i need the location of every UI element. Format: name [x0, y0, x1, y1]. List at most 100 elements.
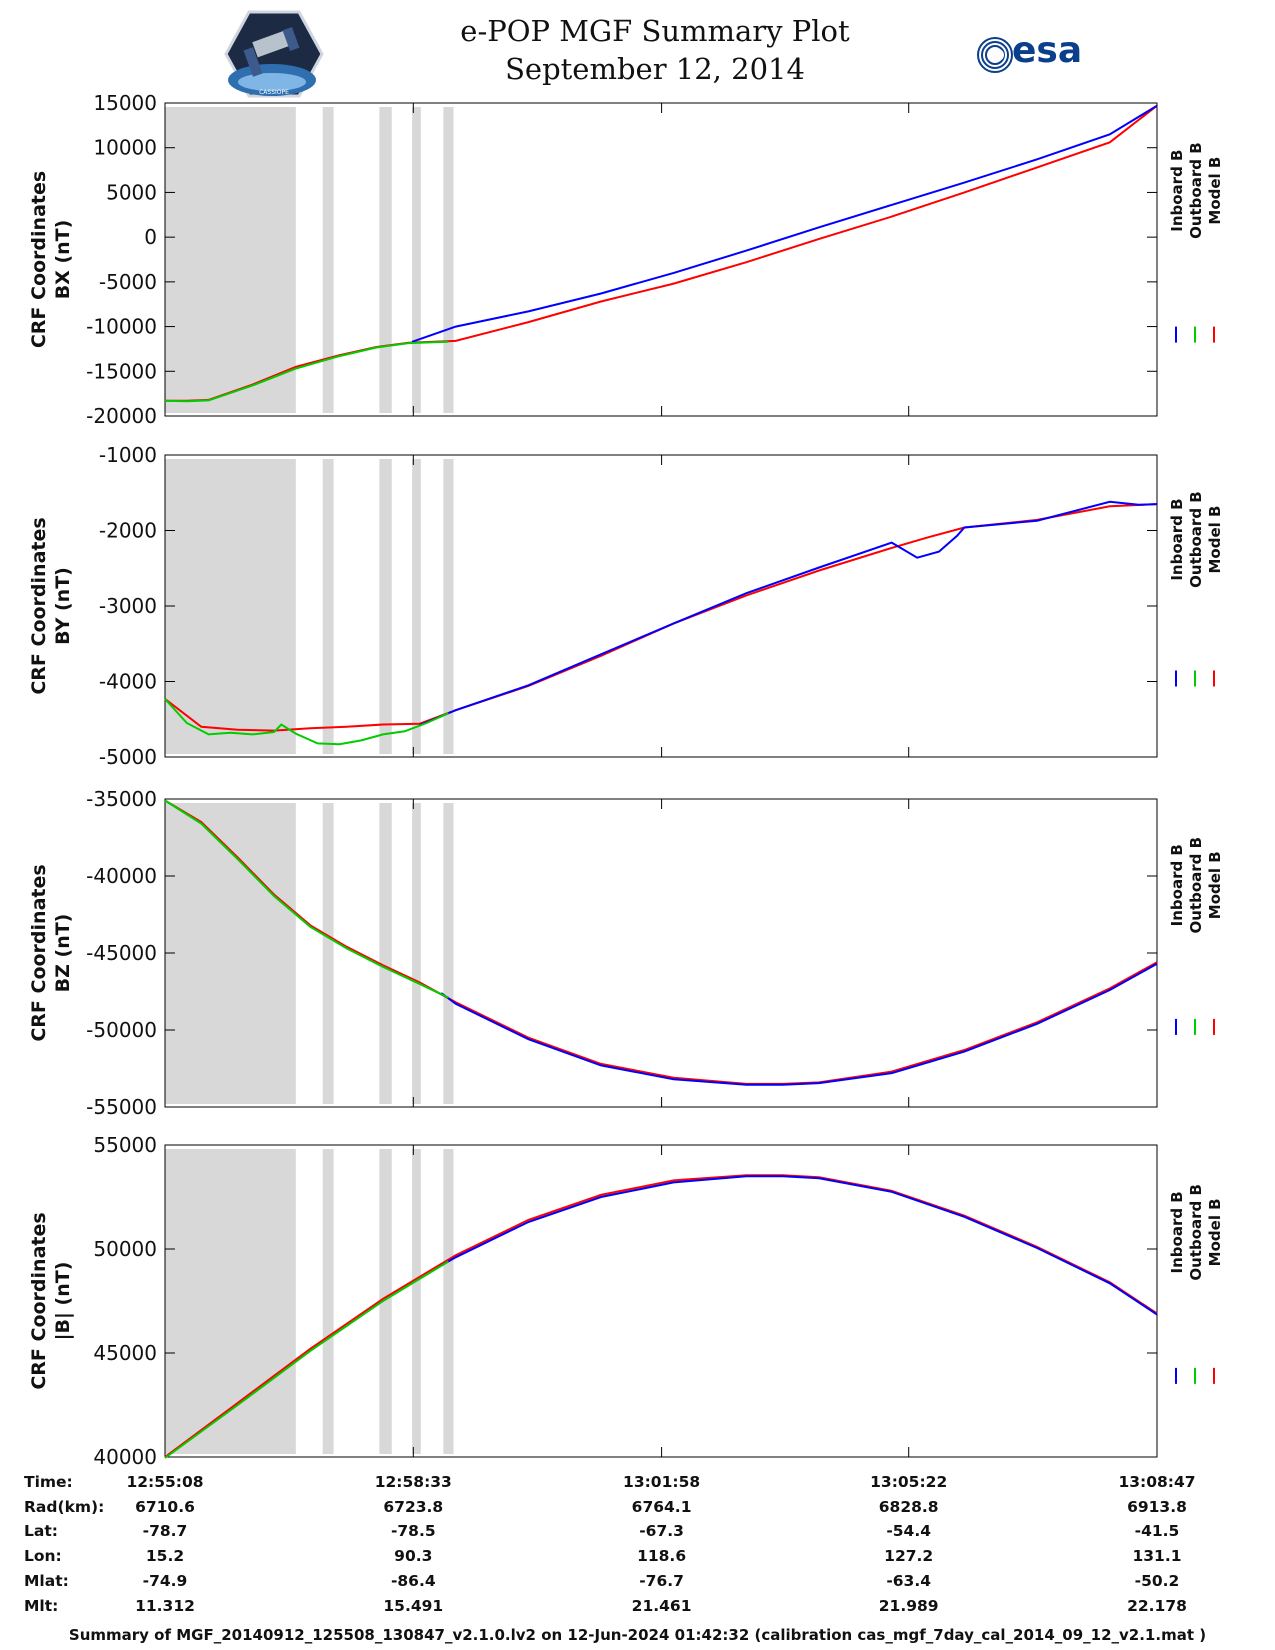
legend-label: Inboard B: [1168, 150, 1186, 232]
shaded-interval-3-2: [322, 803, 334, 1104]
ylabel-line1: CRF Coordinates: [28, 517, 50, 694]
ephemeris-value: -86.4: [390, 1572, 436, 1590]
ytick-label: -20000: [86, 404, 157, 428]
ytick-label: -5000: [99, 745, 157, 769]
panel-4-axes: [164, 1144, 1158, 1458]
ytick-label: 10000: [93, 136, 157, 160]
series-outboard-b: [164, 799, 449, 999]
ephemeris-value: 12:55:08: [126, 1473, 204, 1491]
shaded-interval-4-5: [443, 1149, 454, 1454]
shaded-interval-2-1: [165, 459, 296, 754]
ytick-label: 5000: [106, 180, 157, 204]
shaded-interval-3-3: [379, 803, 392, 1104]
ytick-label: -15000: [86, 359, 157, 383]
series-inboard-b: [440, 1175, 1158, 1316]
ylabel-line2: BY (nT): [52, 567, 74, 645]
shaded-interval-3-5: [443, 803, 454, 1104]
ytick-label: -10000: [86, 315, 157, 339]
ytick-label: -2000: [99, 519, 157, 543]
legend-label: Inboard B: [1168, 1191, 1186, 1273]
ylabel-line2: BZ (nT): [52, 914, 74, 993]
shaded-interval-4-3: [379, 1149, 392, 1454]
ephemeris-row-label: Mlat:: [24, 1572, 69, 1590]
shaded-interval-1-3: [379, 107, 392, 413]
ytick-label: 55000: [93, 1133, 157, 1157]
ephemeris-value: -67.3: [639, 1522, 684, 1540]
series-inboard-b: [440, 962, 1158, 1086]
ephemeris-value: 12:58:33: [374, 1473, 452, 1491]
ephemeris-value: 6710.6: [135, 1498, 195, 1516]
ephemeris-value: 11.312: [135, 1597, 195, 1615]
plot-title: e-POP MGF Summary Plot: [460, 14, 850, 48]
legend-label: Model B: [1206, 157, 1224, 225]
ephemeris-value: 21.989: [878, 1597, 939, 1615]
ylabel-line2: |B| (nT): [52, 1262, 74, 1341]
esa-logo: [977, 37, 1013, 73]
panel-1-axes: [164, 102, 1158, 417]
ylabel-line1: CRF Coordinates: [28, 171, 50, 348]
ytick-label: 0: [144, 225, 157, 249]
esa-logo-text: esa: [1012, 30, 1083, 71]
ytick-label: -40000: [86, 864, 157, 888]
ephemeris-row-label: Time:: [24, 1473, 73, 1491]
ephemeris-value: 118.6: [637, 1547, 687, 1565]
ephemeris-value: -54.4: [886, 1522, 932, 1540]
series-outboard-b: [164, 698, 449, 746]
ephemeris-value: -74.9: [142, 1572, 188, 1590]
plot-date: September 12, 2014: [505, 52, 805, 86]
ytick-label: -3000: [99, 594, 157, 618]
ytick-label: -1000: [99, 443, 157, 467]
panel-3-axes: [164, 798, 1158, 1108]
ytick-label: -35000: [86, 787, 157, 811]
legend-label: Inboard B: [1168, 498, 1186, 580]
legend-label: Inboard B: [1168, 844, 1186, 926]
ytick-label: -55000: [86, 1095, 157, 1119]
ytick-label: -4000: [99, 670, 157, 694]
ephemeris-value: 15.491: [383, 1597, 444, 1615]
series-model-b: [164, 1174, 1158, 1458]
ylabel-line1: CRF Coordinates: [28, 864, 50, 1041]
ephemeris-value: 21.461: [631, 1597, 692, 1615]
legend-label: Outboard B: [1187, 142, 1205, 239]
shaded-interval-2-5: [443, 459, 454, 754]
ephemeris-row-label: Mlt:: [24, 1597, 59, 1615]
ephemeris-row-label: Lon:: [24, 1547, 62, 1565]
ylabel-line1: CRF Coordinates: [28, 1212, 50, 1389]
ytick-label: 40000: [93, 1445, 157, 1469]
ytick-label: 50000: [93, 1237, 157, 1261]
legend-label: Model B: [1206, 1198, 1224, 1266]
ylabel-line2: BX (nT): [52, 220, 74, 300]
series-outboard-b: [164, 1260, 449, 1459]
shaded-interval-1-4: [412, 107, 421, 413]
shaded-interval-2-3: [379, 459, 392, 754]
shaded-interval-1-2: [322, 107, 334, 413]
ephemeris-value: 15.2: [145, 1547, 185, 1565]
cassiope-logo: CASSIOPE: [224, 10, 324, 98]
ephemeris-value: 6764.1: [631, 1498, 692, 1516]
ephemeris-value: 6723.8: [383, 1498, 444, 1516]
ytick-label: -45000: [86, 941, 157, 965]
series-outboard-b: [164, 340, 449, 403]
ephemeris-value: -78.7: [142, 1522, 188, 1540]
ytick-label: -5000: [99, 270, 157, 294]
ephemeris-value: 13:01:58: [623, 1473, 701, 1491]
ephemeris-value: -78.5: [390, 1522, 436, 1540]
shaded-interval-2-4: [412, 459, 421, 754]
shaded-interval-2-2: [322, 459, 334, 754]
footer-caption: Summary of MGF_20140912_125508_130847_v2…: [68, 1626, 1207, 1644]
ephemeris-value: 22.178: [1127, 1597, 1187, 1615]
legend-label: Outboard B: [1187, 491, 1205, 588]
shaded-interval-4-2: [322, 1149, 334, 1454]
ephemeris-value: 90.3: [394, 1547, 433, 1565]
shaded-interval-4-1: [165, 1149, 296, 1454]
ephemeris-value: -63.4: [886, 1572, 932, 1590]
shaded-interval-3-4: [412, 803, 421, 1104]
ephemeris-row-label: Rad(km):: [24, 1498, 105, 1516]
ephemeris-value: -50.2: [1134, 1572, 1180, 1590]
shaded-interval-4-4: [412, 1149, 421, 1454]
legend-label: Model B: [1206, 506, 1224, 574]
ephemeris-value: 6828.8: [878, 1498, 939, 1516]
ephemeris-value: -76.7: [639, 1572, 684, 1590]
series-model-b: [164, 503, 1158, 732]
